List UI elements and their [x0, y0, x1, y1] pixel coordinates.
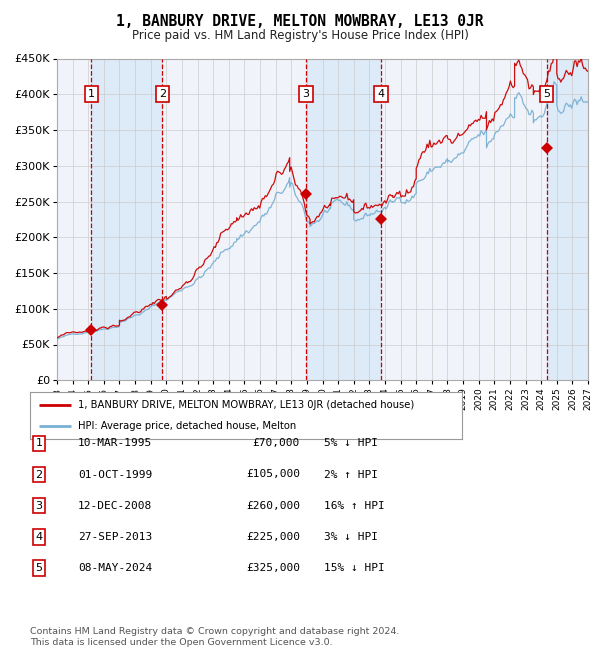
Text: HPI: Average price, detached house, Melton: HPI: Average price, detached house, Melt…	[77, 421, 296, 431]
Text: 2: 2	[35, 469, 43, 480]
Text: 01-OCT-1999: 01-OCT-1999	[78, 469, 152, 480]
Text: 3% ↓ HPI: 3% ↓ HPI	[324, 532, 378, 542]
Text: 2: 2	[159, 89, 166, 99]
Text: 4: 4	[377, 89, 385, 99]
Bar	[547, 58, 588, 380]
Text: 1: 1	[35, 438, 43, 448]
Text: 1: 1	[88, 89, 95, 99]
Text: Price paid vs. HM Land Registry's House Price Index (HPI): Price paid vs. HM Land Registry's House …	[131, 29, 469, 42]
Text: 10-MAR-1995: 10-MAR-1995	[78, 438, 152, 448]
Text: 27-SEP-2013: 27-SEP-2013	[78, 532, 152, 542]
Text: 2% ↑ HPI: 2% ↑ HPI	[324, 469, 378, 480]
Text: Contains HM Land Registry data © Crown copyright and database right 2024.
This d: Contains HM Land Registry data © Crown c…	[30, 627, 400, 647]
Text: £105,000: £105,000	[246, 469, 300, 480]
Text: 4: 4	[35, 532, 43, 542]
Bar	[91, 58, 163, 380]
Text: 3: 3	[302, 89, 310, 99]
Bar	[306, 58, 381, 380]
Text: £260,000: £260,000	[246, 500, 300, 511]
Text: £70,000: £70,000	[253, 438, 300, 448]
Text: 12-DEC-2008: 12-DEC-2008	[78, 500, 152, 511]
Text: £225,000: £225,000	[246, 532, 300, 542]
Text: 1, BANBURY DRIVE, MELTON MOWBRAY, LE13 0JR (detached house): 1, BANBURY DRIVE, MELTON MOWBRAY, LE13 0…	[77, 400, 414, 410]
Text: 5: 5	[35, 563, 43, 573]
Text: 15% ↓ HPI: 15% ↓ HPI	[324, 563, 385, 573]
Text: £325,000: £325,000	[246, 563, 300, 573]
Text: 5: 5	[543, 89, 550, 99]
Text: 16% ↑ HPI: 16% ↑ HPI	[324, 500, 385, 511]
Text: 08-MAY-2024: 08-MAY-2024	[78, 563, 152, 573]
Text: 3: 3	[35, 500, 43, 511]
Text: 1, BANBURY DRIVE, MELTON MOWBRAY, LE13 0JR: 1, BANBURY DRIVE, MELTON MOWBRAY, LE13 0…	[116, 14, 484, 29]
Text: 5% ↓ HPI: 5% ↓ HPI	[324, 438, 378, 448]
